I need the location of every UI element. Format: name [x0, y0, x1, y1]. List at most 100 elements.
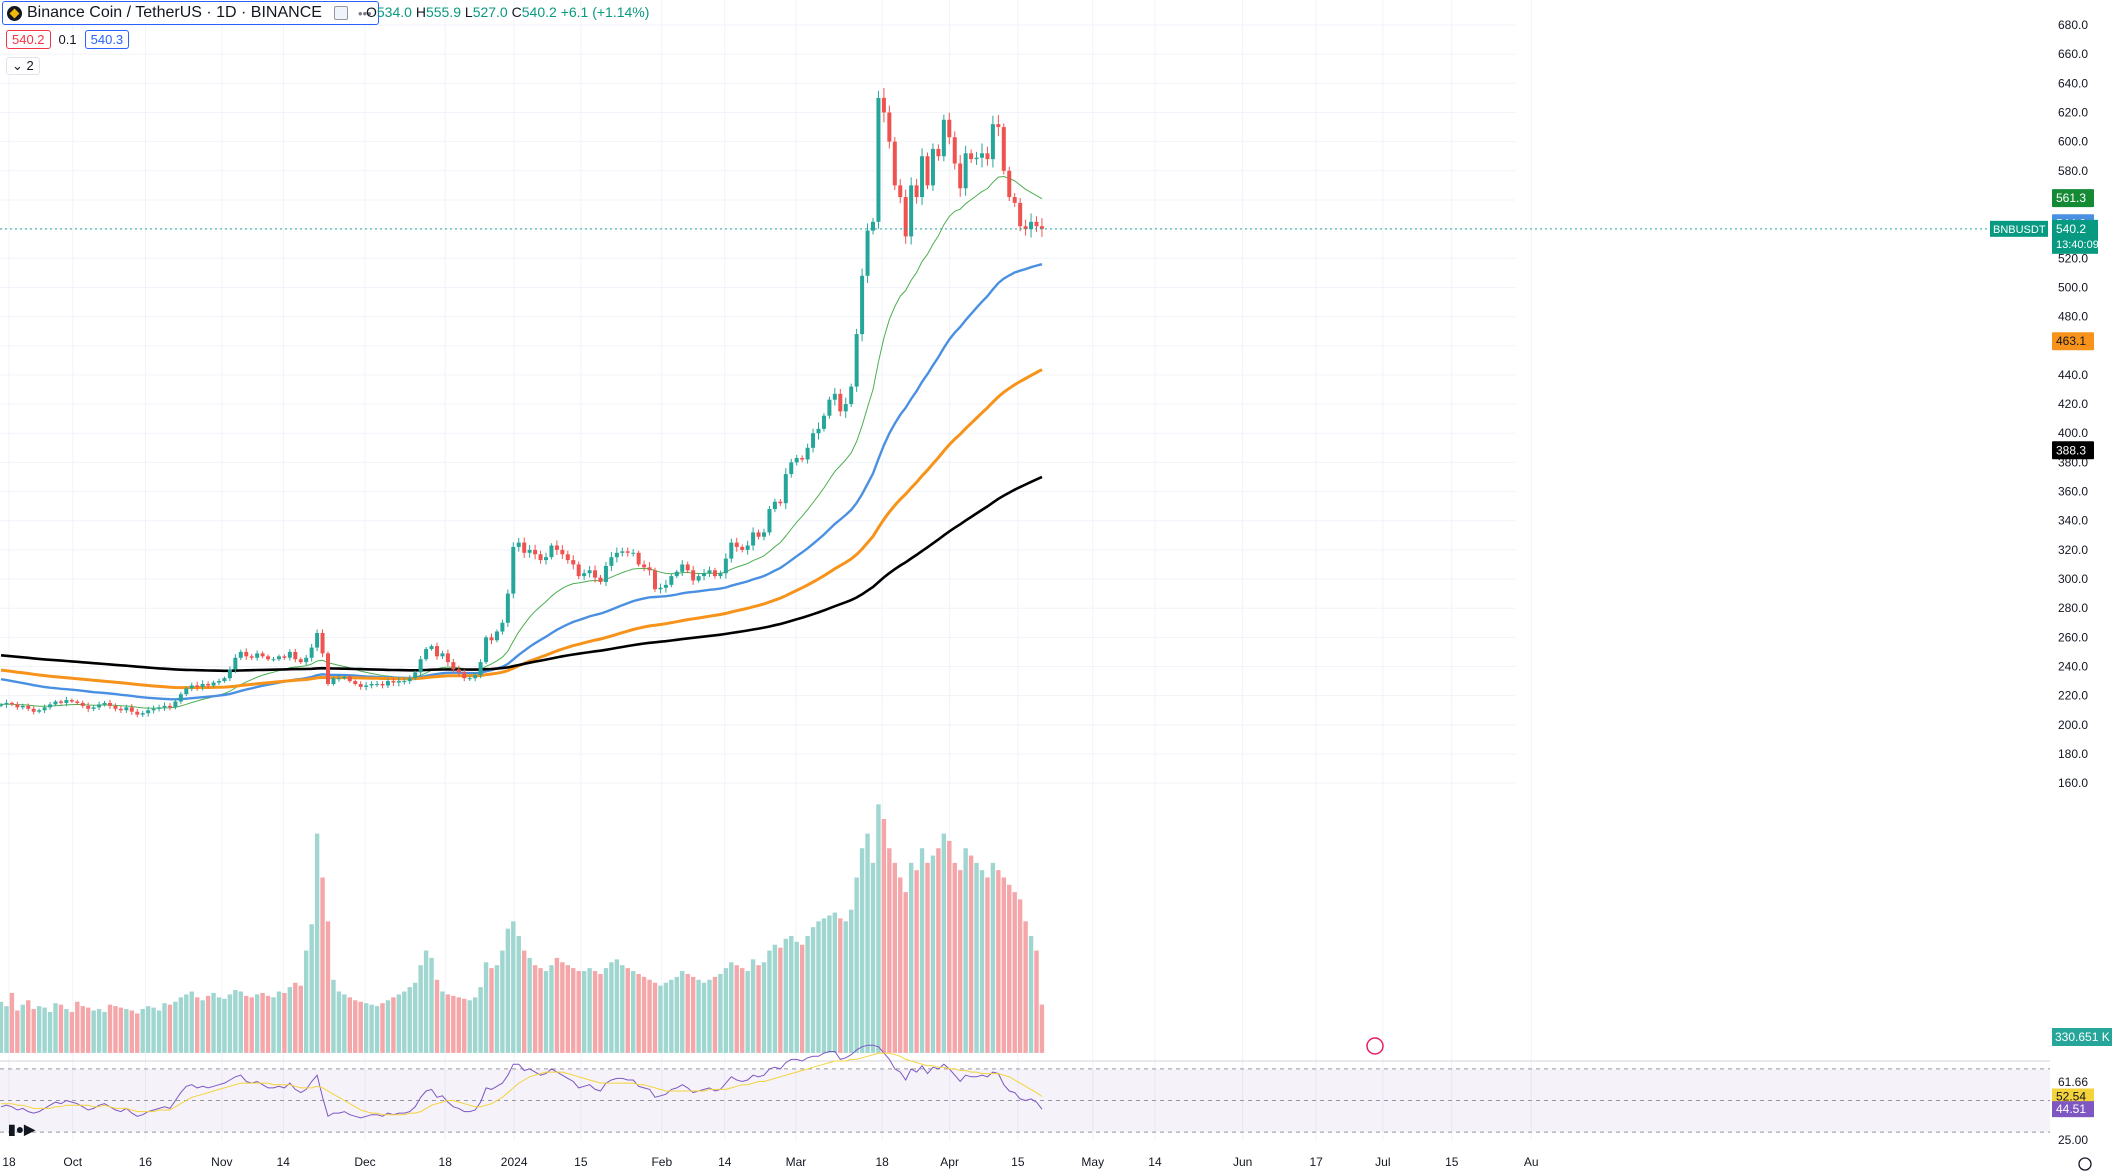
candle-body — [315, 632, 320, 648]
volume-bar — [1017, 899, 1023, 1053]
volume-bar — [265, 995, 271, 1053]
volume-bar — [832, 912, 838, 1053]
candle-body — [58, 701, 63, 703]
volume-bar — [990, 862, 996, 1053]
volume-bar — [631, 971, 636, 1053]
candle-body — [1001, 127, 1006, 171]
volume-bar — [325, 921, 331, 1053]
volume-bar — [854, 877, 859, 1053]
volume-bar — [974, 862, 979, 1053]
sell-price-button[interactable]: 540.2 — [6, 30, 51, 49]
volume-bar — [347, 997, 352, 1053]
candle-body — [625, 551, 630, 553]
candle-body — [266, 656, 271, 660]
volume-bar — [701, 982, 707, 1053]
volume-bar — [968, 855, 974, 1053]
price-axis-label: 220.0 — [2058, 689, 2088, 703]
candle-body — [549, 545, 554, 558]
open-value: 534.0 — [376, 4, 412, 20]
candle-body — [484, 637, 489, 663]
volume-bar — [0, 1001, 4, 1053]
candle-body — [113, 705, 118, 709]
candle-body — [974, 157, 979, 160]
volume-bar — [282, 992, 287, 1053]
volume-bar — [211, 992, 216, 1053]
volume-bar — [91, 1010, 96, 1053]
volume-bar — [102, 1011, 107, 1053]
rsi-ma-badge: 52.54 — [2056, 1089, 2086, 1103]
lightning-icon — [1366, 1037, 1384, 1055]
symbol-badge: BNBUSDT — [1993, 224, 2046, 236]
price-axis-label: 600.0 — [2058, 135, 2088, 149]
candle-body — [391, 681, 396, 683]
candle-body — [189, 685, 194, 689]
candle-body — [533, 549, 538, 555]
volume-bar — [930, 855, 936, 1053]
candle-body — [75, 701, 80, 703]
volume-bar — [309, 924, 314, 1053]
time-axis-label: May — [1081, 1155, 1104, 1169]
hide-legend-icon[interactable] — [333, 6, 348, 20]
price-axis-label: 640.0 — [2058, 76, 2088, 90]
candlesticks — [0, 87, 1044, 718]
candle-body — [696, 576, 701, 581]
candle-body — [173, 701, 178, 708]
candle-body — [456, 669, 461, 673]
candle-body — [963, 153, 968, 189]
volume-bar — [1007, 884, 1012, 1053]
candle-body — [522, 542, 527, 553]
volume-bar — [565, 965, 570, 1053]
trade-buttons: 540.2 0.1 540.3 — [6, 30, 130, 49]
candle-body — [969, 153, 974, 160]
candle-body — [48, 704, 53, 708]
volume-bar — [467, 1000, 472, 1053]
price-axis-label: 320.0 — [2058, 543, 2088, 557]
candle-body — [647, 567, 652, 571]
rsi-badge: 44.51 — [2056, 1102, 2086, 1116]
indicators-toggle[interactable]: ⌄ 2 — [6, 57, 40, 75]
volume-bar — [15, 1010, 20, 1053]
volume-bar — [69, 1011, 75, 1053]
candle-body — [914, 185, 919, 198]
volume-bars — [0, 804, 1045, 1053]
candle-body — [680, 564, 685, 572]
more-dots-icon[interactable]: ••• — [357, 5, 372, 21]
volume-bar — [374, 1006, 380, 1053]
volume-bar — [20, 1004, 25, 1053]
candle-body — [282, 656, 287, 658]
candle-body — [227, 669, 232, 679]
volume-bar — [293, 982, 298, 1053]
volume-bar — [462, 998, 467, 1053]
volume-bar — [107, 1004, 113, 1053]
volume-bar — [342, 994, 347, 1053]
symbol-legend[interactable]: Binance Coin / TetherUS · 1D · BINANCE •… — [2, 1, 379, 25]
volume-bar — [740, 968, 745, 1053]
volume-bar — [543, 971, 549, 1053]
candle-body — [707, 570, 712, 574]
ema20-price-badge: 561.3 — [2056, 191, 2086, 205]
rsi-line — [0, 1044, 1043, 1119]
volume-bar — [690, 976, 696, 1053]
volume-bar — [445, 994, 451, 1053]
volume-bar — [64, 1009, 69, 1053]
candle-body — [767, 509, 772, 533]
volume-bar — [707, 979, 712, 1053]
volume-bar — [592, 971, 598, 1053]
volume-bar — [609, 962, 614, 1053]
volume-bar — [451, 995, 456, 1053]
candle-body — [740, 546, 745, 550]
volume-bar — [538, 968, 543, 1053]
candle-body — [756, 532, 761, 537]
volume-bar — [298, 985, 303, 1053]
rsi-axis-label: 61.66 — [2058, 1075, 2088, 1089]
volume-bar — [527, 957, 532, 1053]
buy-price-button[interactable]: 540.3 — [84, 30, 130, 49]
candle-body — [326, 653, 330, 685]
symbol-title[interactable]: Binance Coin / TetherUS · 1D · BINANCE — [27, 4, 322, 21]
candle-body — [745, 545, 750, 550]
volume-bar — [238, 991, 243, 1053]
time-axis-label: Jul — [1375, 1155, 1390, 1169]
candle-body — [353, 681, 358, 685]
time-axis-label: Jun — [1233, 1155, 1252, 1169]
